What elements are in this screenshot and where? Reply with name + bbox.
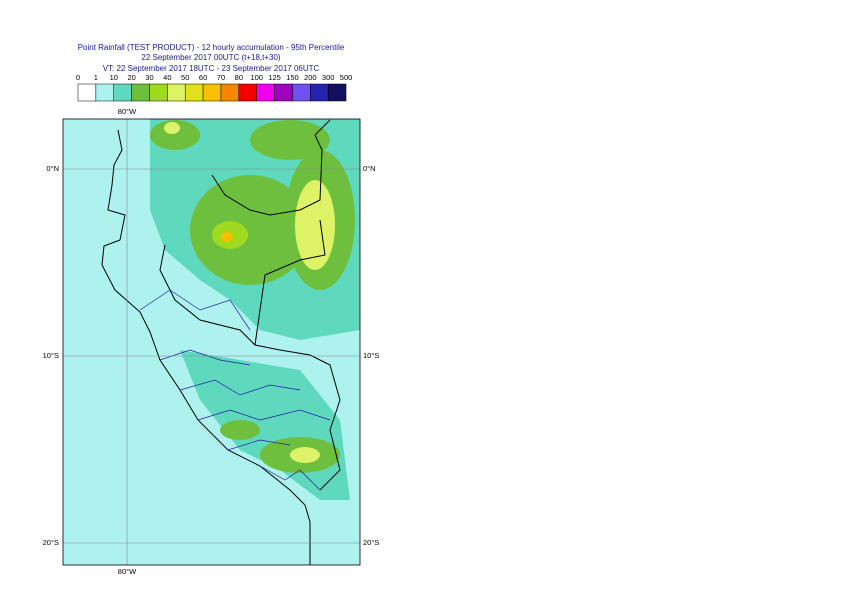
legend-swatch: [310, 83, 329, 102]
lat-label: 20°S: [43, 538, 59, 547]
legend-swatch: [256, 83, 275, 102]
lon-label: 80°W: [118, 107, 137, 116]
title-line: 22 September 2017 00UTC (t+18,t+30): [141, 53, 281, 62]
lat-label: 10°S: [43, 351, 59, 360]
rain-field: [63, 119, 360, 500]
map: [62, 118, 361, 566]
legend-swatch: [131, 83, 150, 102]
borders: [139, 289, 331, 491]
legend-swatch: [167, 83, 186, 102]
map-frame: [62, 118, 361, 566]
legend-swatch: [77, 83, 97, 102]
legend-label: 300: [322, 73, 335, 82]
legend-label: 150: [286, 73, 299, 82]
legend-label: 500: [340, 73, 353, 82]
legend-label: 80: [235, 73, 243, 82]
legend-swatch: [202, 83, 222, 102]
lat-label: 10°S: [363, 351, 379, 360]
legend-label: 50: [181, 73, 189, 82]
legend-label: 60: [199, 73, 207, 82]
legend-label: 20: [127, 73, 135, 82]
lat-label: 20°S: [363, 538, 379, 547]
coastline: [101, 119, 341, 565]
legend-swatch: [220, 83, 240, 102]
legend-label: 200: [304, 73, 317, 82]
legend-swatch: [327, 83, 347, 102]
lat-label: 0°N: [46, 164, 59, 173]
lat-label: 0°N: [363, 164, 376, 173]
legend-swatch: [274, 83, 293, 102]
legend-swatch: [238, 83, 257, 102]
legend-label: 30: [145, 73, 153, 82]
legend-label: 10: [110, 73, 118, 82]
legend-label: 1: [94, 73, 98, 82]
legend-label: 0: [76, 73, 80, 82]
legend-swatch: [113, 83, 132, 102]
title-line: VT: 22 September 2017 18UTC - 23 Septemb…: [103, 64, 320, 73]
legend-label: 40: [163, 73, 171, 82]
title-line: Point Rainfall (TEST PRODUCT) - 12 hourl…: [78, 43, 345, 52]
legend-swatch: [184, 83, 204, 102]
legend-label: 100: [250, 73, 263, 82]
legend-swatch: [149, 83, 168, 102]
legend: 0 1 10 20 30 40 50 60 70 80 100 125 150 200 300 500: [76, 73, 353, 102]
legend-swatch: [95, 83, 114, 102]
legend-label: 125: [268, 73, 281, 82]
lon-label: 80°W: [118, 567, 137, 576]
graticule: [63, 119, 360, 565]
legend-label: 70: [217, 73, 225, 82]
legend-swatch: [292, 83, 311, 102]
